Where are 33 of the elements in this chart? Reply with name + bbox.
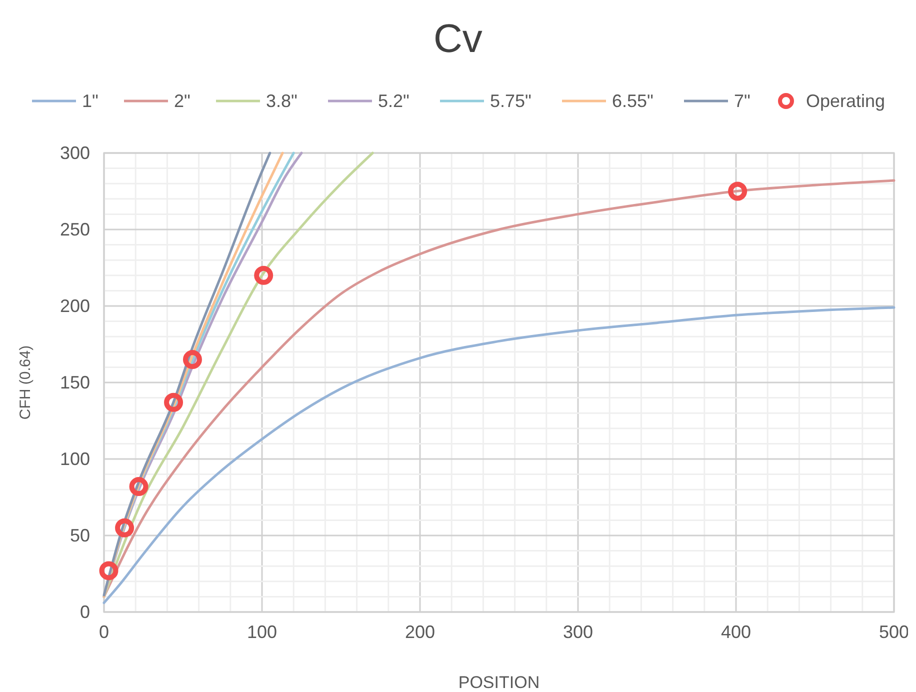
point xyxy=(182,350,202,370)
legend-label: 7" xyxy=(734,91,750,111)
x-tick-label: 200 xyxy=(404,622,436,642)
legend-label: 3.8" xyxy=(266,91,298,111)
legend-label: Operating xyxy=(806,91,886,111)
point xyxy=(164,392,184,412)
x-tick-label: 400 xyxy=(720,622,752,642)
legend-label: 5.75" xyxy=(490,91,532,111)
y-axis-title: CFH (0.64) xyxy=(17,345,34,420)
x-tick-label: 300 xyxy=(562,622,594,642)
y-tick-label: 300 xyxy=(60,143,90,163)
point xyxy=(115,518,134,538)
y-tick-label: 250 xyxy=(60,220,90,240)
y-tick-label: 200 xyxy=(60,296,90,316)
x-tick-label: 500 xyxy=(878,622,910,642)
legend-label: 1" xyxy=(82,91,98,111)
legend-label: 6.55" xyxy=(612,91,654,111)
line-series xyxy=(102,179,896,598)
y-tick-label: 0 xyxy=(80,602,90,622)
y-tick-label: 100 xyxy=(60,449,90,469)
x-tick-label: 0 xyxy=(98,622,110,642)
point xyxy=(728,182,748,201)
point xyxy=(254,266,274,285)
x-tick-label: 100 xyxy=(246,622,278,642)
point xyxy=(129,477,148,496)
legend-label: 2" xyxy=(174,91,190,111)
x-axis-title: POSITION xyxy=(458,673,540,692)
line-series xyxy=(102,306,896,604)
chart-title: Cv xyxy=(434,17,482,61)
point xyxy=(99,561,118,580)
legend-label: 5.2" xyxy=(378,91,410,111)
y-tick-label: 150 xyxy=(60,372,90,392)
y-tick-label: 50 xyxy=(70,526,90,546)
